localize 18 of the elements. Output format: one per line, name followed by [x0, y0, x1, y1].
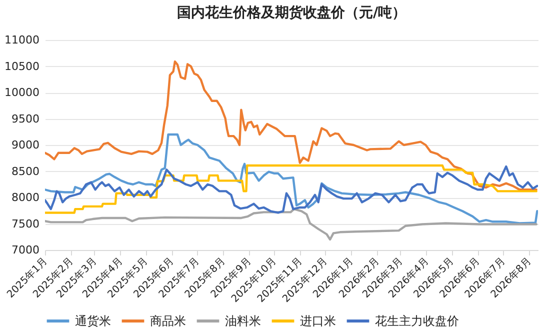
line-series: [45, 208, 538, 241]
legend-label: 商品米: [150, 314, 186, 328]
legend-label: 油料米: [225, 314, 261, 328]
legend-label: 通货米: [75, 314, 111, 328]
legend-label: 花生主力收盘价: [375, 314, 459, 328]
line-series: [45, 133, 538, 224]
chart-title: 国内花生价格及期货收盘价（元/吨）: [176, 5, 406, 21]
y-tick-label: 7500: [12, 217, 40, 230]
y-tick-label: 8500: [12, 164, 40, 178]
y-tick-label: 11000: [4, 34, 40, 46]
y-tick-label: 9500: [12, 112, 40, 126]
line-series: [45, 60, 538, 191]
legend-label: 进口米: [300, 314, 336, 328]
y-tick-label: 10000: [4, 86, 40, 99]
y-tick-label: 7000: [12, 244, 40, 256]
y-tick-label: 10500: [4, 60, 40, 73]
y-tick-label: 8000: [12, 191, 40, 204]
y-tick-label: 9000: [12, 138, 40, 152]
